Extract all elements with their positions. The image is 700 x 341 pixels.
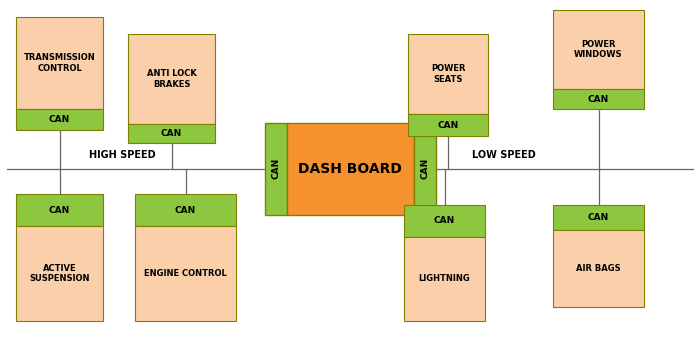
Bar xyxy=(553,10,644,89)
Text: TRANSMISSION
CONTROL: TRANSMISSION CONTROL xyxy=(24,54,95,73)
Bar xyxy=(16,109,104,130)
Bar xyxy=(553,230,644,307)
Bar xyxy=(553,89,644,109)
Bar xyxy=(287,123,414,215)
Bar xyxy=(134,194,237,226)
Text: CAN: CAN xyxy=(271,158,280,179)
Text: POWER
SEATS: POWER SEATS xyxy=(430,64,466,84)
Bar xyxy=(16,194,104,226)
Bar xyxy=(16,17,104,109)
Bar xyxy=(407,114,489,136)
Text: CAN: CAN xyxy=(49,115,70,124)
Bar xyxy=(127,123,216,143)
Bar xyxy=(414,123,436,215)
Bar xyxy=(405,237,484,321)
Text: CAN: CAN xyxy=(438,121,458,130)
Text: LOW SPEED: LOW SPEED xyxy=(472,150,536,160)
Bar xyxy=(134,226,237,321)
Bar xyxy=(265,123,287,215)
Text: CAN: CAN xyxy=(421,158,430,179)
Bar xyxy=(553,205,644,230)
Bar xyxy=(405,205,484,237)
Text: CAN: CAN xyxy=(434,216,455,225)
Text: ANTI LOCK
BRAKES: ANTI LOCK BRAKES xyxy=(146,69,197,89)
Bar xyxy=(16,226,104,321)
Text: LIGHTNING: LIGHTNING xyxy=(419,274,470,283)
Text: CAN: CAN xyxy=(588,213,609,222)
Text: ENGINE CONTROL: ENGINE CONTROL xyxy=(144,269,227,278)
Bar xyxy=(127,34,216,123)
Text: ACTIVE
SUSPENSION: ACTIVE SUSPENSION xyxy=(29,264,90,283)
Text: CAN: CAN xyxy=(588,95,609,104)
Text: DASH BOARD: DASH BOARD xyxy=(298,162,402,176)
Text: POWER
WINDOWS: POWER WINDOWS xyxy=(574,40,623,59)
Text: AIR BAGS: AIR BAGS xyxy=(576,264,621,273)
Text: HIGH SPEED: HIGH SPEED xyxy=(89,150,156,160)
Bar xyxy=(407,34,489,114)
Text: CAN: CAN xyxy=(175,206,196,214)
Text: CAN: CAN xyxy=(49,206,70,214)
Text: CAN: CAN xyxy=(161,129,182,138)
